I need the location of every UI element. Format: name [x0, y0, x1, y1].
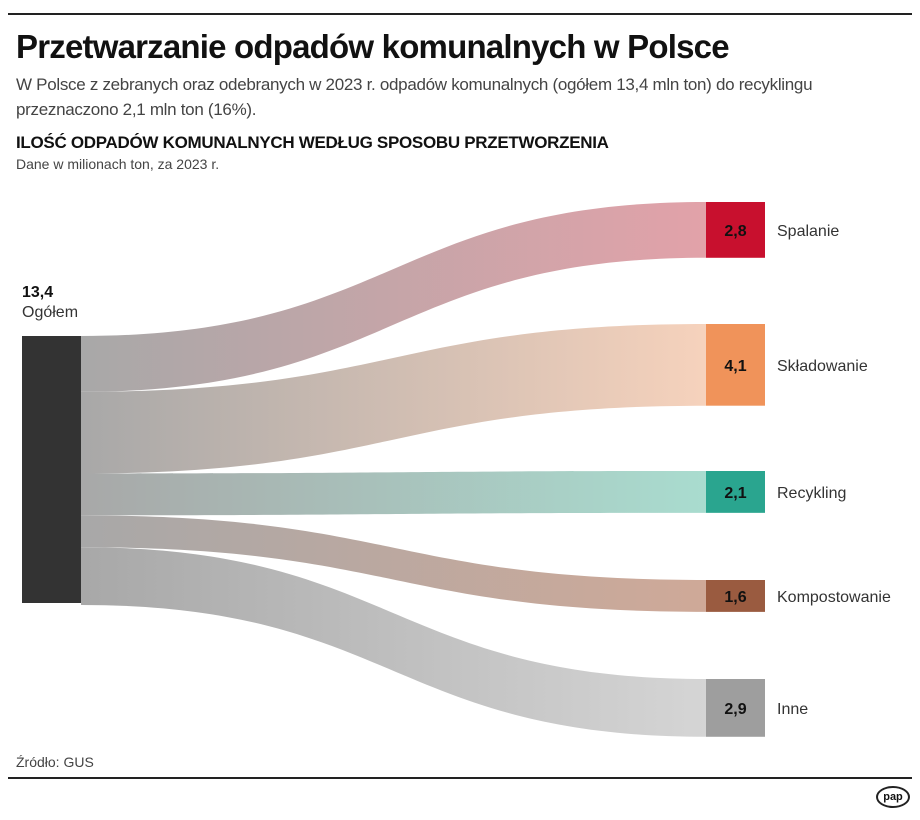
category-label: Kompostowanie: [777, 589, 891, 606]
subtitle: W Polsce z zebranych oraz odebranych w 2…: [16, 75, 813, 119]
value-label: 2,8: [724, 223, 746, 240]
flow-kompostowanie: [81, 515, 706, 612]
chart-note: Dane w milionach ton, za 2023 r.: [16, 156, 220, 172]
category-label: Składowanie: [777, 358, 868, 375]
chart-title: ILOŚĆ ODPADÓW KOMUNALNYCH WEDŁUG SPOSOBU…: [16, 133, 609, 152]
total-value: 13,4: [22, 284, 53, 301]
category-label: Inne: [777, 701, 808, 718]
source-note: Źródło: GUS: [16, 754, 94, 770]
flow-recykling: [81, 471, 706, 516]
node-recykling: [706, 471, 765, 513]
node-kompostowanie: [706, 580, 765, 612]
value-label: 2,1: [724, 485, 746, 502]
page-title: Przetwarzanie odpadów komunalnych w Pols…: [16, 28, 730, 65]
node-spalanie: [706, 202, 765, 258]
bottom-rule: [8, 777, 912, 779]
flow-inne: [81, 547, 706, 737]
node-total: [22, 336, 81, 603]
category-label: Recykling: [777, 485, 846, 502]
category-label: Spalanie: [777, 223, 839, 240]
value-label: 2,9: [724, 701, 746, 718]
node-składowanie: [706, 324, 765, 406]
value-label: 1,6: [724, 589, 746, 606]
flow-składowanie: [81, 324, 706, 474]
flow-spalanie: [81, 202, 706, 392]
top-rule: [8, 13, 912, 15]
pap-logo: pap: [876, 786, 910, 808]
total-label: Ogółem: [22, 304, 78, 321]
node-inne: [706, 679, 765, 737]
value-label: 4,1: [724, 358, 746, 375]
